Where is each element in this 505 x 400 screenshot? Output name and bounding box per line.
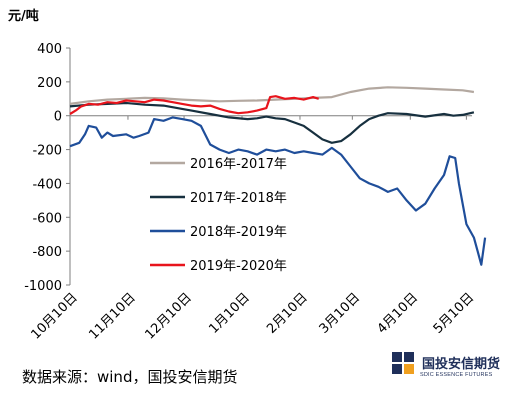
legend-label-3: 2018年-2019年 (190, 225, 287, 240)
legend-label-4: 2019年-2020年 (190, 259, 287, 274)
series-line-3 (69, 116, 487, 266)
y-tick-label: -400 (32, 177, 62, 192)
y-tick-label: 200 (37, 76, 62, 91)
x-tick-label: 4月10日 (375, 290, 422, 337)
logo-cn-text: 国投安信期货 (422, 357, 501, 372)
x-tick-label: 1月10日 (206, 290, 253, 337)
x-tick-label: 5月10日 (431, 290, 478, 337)
legend: 2016年-2017年 2017年-2018年 2018年-2019年 2019年-2… (150, 157, 287, 274)
y-tick-label: 400 (37, 42, 62, 57)
company-logo: 国投安信期货 SDIC ESSENCE FUTURES (390, 350, 502, 390)
legend-label-2: 2017年-2018年 (190, 191, 287, 206)
y-tick-label: -600 (32, 211, 62, 226)
x-tick-label: 3月10日 (317, 290, 364, 337)
source-note: 数据来源：wind，国投安信期货 (22, 368, 238, 386)
logo-mark-icon (392, 352, 414, 374)
x-tick-label: 12月10日 (142, 290, 194, 342)
x-tick-label: 10月10日 (28, 290, 80, 342)
series-line-4 (69, 95, 320, 115)
y-tick-label: -200 (32, 144, 62, 159)
series-line-2 (69, 101, 475, 144)
y-tick-label: 0 (54, 110, 62, 125)
x-tick-label: 2月10日 (264, 290, 311, 337)
series-layer (69, 86, 487, 266)
series-line-1 (69, 86, 475, 105)
x-tick-label: 11月10日 (86, 290, 138, 342)
y-tick-label: -800 (32, 245, 62, 260)
y-tick-label: -1000 (24, 279, 62, 294)
logo-en-text: SDIC ESSENCE FUTURES (420, 372, 493, 378)
y-unit-label: 元/吨 (8, 8, 39, 24)
legend-label-1: 2016年-2017年 (190, 157, 287, 172)
